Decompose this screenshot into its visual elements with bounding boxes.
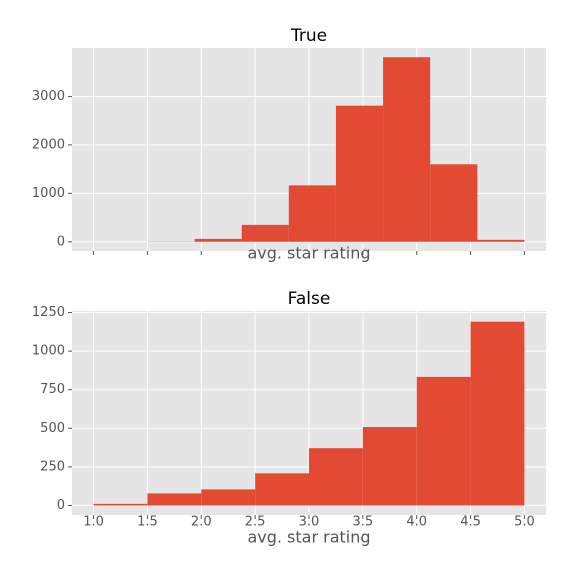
x-tick-label: 4.0 xyxy=(406,515,427,530)
x-tick-label: 2.5 xyxy=(245,515,266,530)
bar xyxy=(470,321,525,506)
bar xyxy=(383,57,431,242)
y-tick-label: 0 xyxy=(57,498,65,513)
bar xyxy=(241,224,289,242)
bar xyxy=(288,185,336,242)
bar xyxy=(201,489,256,506)
y-tick-label: 1000 xyxy=(32,344,65,359)
y-tick-label: 250 xyxy=(40,459,65,474)
x-tick-label: 4.5 xyxy=(460,515,481,530)
x-tick-label: 3.0 xyxy=(299,515,320,530)
bar xyxy=(93,503,148,506)
bar xyxy=(147,493,202,506)
bar xyxy=(309,448,363,506)
y-tick-label: 1000 xyxy=(32,186,65,201)
bar xyxy=(255,473,309,506)
y-tick-label: 750 xyxy=(40,382,65,397)
bar xyxy=(416,376,471,506)
y-tick-label: 1250 xyxy=(32,305,65,320)
bar xyxy=(430,164,478,242)
x-tick-label: 1.5 xyxy=(137,515,158,530)
x-tick-label: 5.0 xyxy=(514,515,535,530)
chart-title: False xyxy=(288,289,331,309)
bar xyxy=(362,427,417,506)
chart-title: True xyxy=(290,26,327,46)
y-tick-label: 500 xyxy=(40,421,65,436)
bar xyxy=(335,105,384,242)
x-tick-label: 3.5 xyxy=(353,515,374,530)
x-axis-label: avg. star rating xyxy=(247,528,370,547)
x-tick-label: 1.0 xyxy=(83,515,104,530)
bar xyxy=(477,239,525,242)
y-tick-label: 0 xyxy=(57,234,65,249)
x-tick-label: 2.0 xyxy=(191,515,212,530)
y-tick-label: 3000 xyxy=(32,89,65,104)
bar xyxy=(194,238,242,242)
y-tick-label: 2000 xyxy=(32,137,65,152)
